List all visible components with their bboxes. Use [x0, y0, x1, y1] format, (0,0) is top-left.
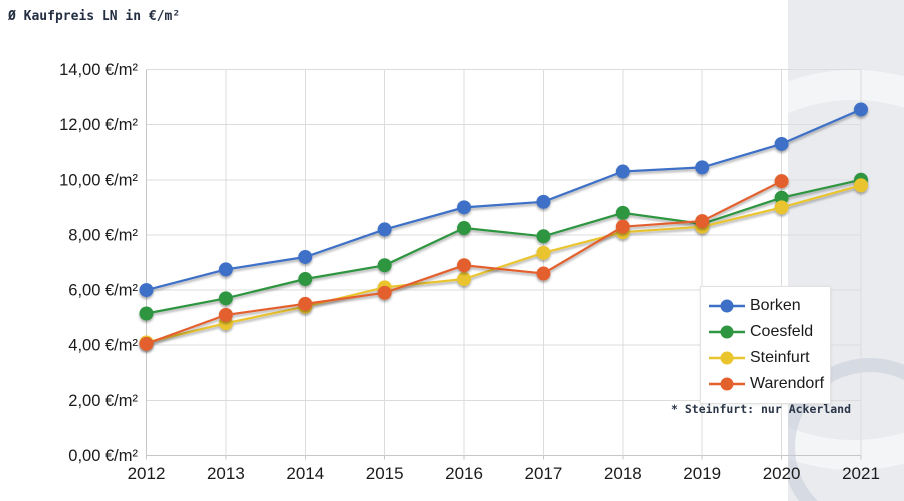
footnote: * Steinfurt: nur Ackerland: [671, 402, 852, 416]
data-point-coesfeld-2012: [139, 306, 154, 321]
data-point-borken-2014: [298, 249, 313, 264]
legend-item-warendorf: Warendorf: [707, 371, 825, 397]
x-axis-tick-label: 2014: [286, 464, 324, 483]
series-borken: [139, 102, 868, 298]
data-point-borken-2016: [457, 200, 472, 215]
x-axis-tick-label: 2016: [445, 464, 483, 483]
x-axis-tick-label: 2015: [366, 464, 404, 483]
data-point-warendorf-2018: [615, 219, 630, 234]
data-point-warendorf-2017: [536, 266, 551, 281]
data-point-coesfeld-2020: [774, 190, 789, 205]
data-point-warendorf-2012: [139, 336, 154, 351]
data-point-steinfurt-2020: [774, 200, 789, 215]
x-axis-tick-label: 2019: [683, 464, 721, 483]
y-axis-tick-label: 2,00 €/m²: [68, 392, 138, 410]
data-point-warendorf-2015: [377, 285, 392, 300]
data-point-coesfeld-2015: [377, 258, 392, 273]
x-axis-tick-label: 2013: [207, 464, 245, 483]
x-axis-tick-label: 2018: [604, 464, 642, 483]
y-axis-labels: 0,00 €/m² 2,00 €/m² 4,00 €/m² 6,00 €/m² 8,00…: [59, 61, 138, 465]
y-axis-tick-label: 12,00 €/m²: [59, 116, 138, 134]
legend-label: Borken: [750, 297, 801, 314]
data-point-warendorf-2016: [457, 258, 472, 273]
legend-item-borken: Borken: [707, 293, 822, 319]
x-axis-labels: 2012 2013 2014 2015 2016 2017 2018 2019 2020 2021: [128, 464, 880, 483]
x-axis-tick-label: 2017: [525, 464, 563, 483]
series-warendorf: [139, 174, 789, 351]
data-point-warendorf-2020: [774, 174, 789, 189]
legend-marker-icon: [709, 351, 745, 365]
data-point-steinfurt-2021: [854, 178, 868, 193]
data-point-warendorf-2014: [298, 296, 313, 311]
y-axis-tick-label: 10,00 €/m²: [59, 171, 138, 189]
legend-marker-icon: [709, 377, 745, 391]
legend-label: Warendorf: [750, 375, 825, 392]
data-point-coesfeld-2016: [457, 221, 472, 236]
data-point-coesfeld-2017: [536, 229, 551, 244]
chart-title: Ø Kaufpreis LN in €/m²: [8, 9, 181, 24]
data-point-warendorf-2013: [218, 307, 233, 322]
data-point-steinfurt-2017: [536, 245, 551, 260]
y-axis-tick-label: 4,00 €/m²: [68, 337, 138, 355]
x-axis-tick-label: 2020: [763, 464, 801, 483]
data-point-steinfurt-2016: [457, 272, 472, 287]
legend-label: Steinfurt: [750, 349, 810, 366]
data-point-borken-2012: [139, 283, 154, 298]
data-point-borken-2019: [695, 160, 710, 175]
legend-label: Coesfeld: [750, 323, 814, 340]
legend: Borken Coesfeld Steinfurt Warendorf: [700, 286, 831, 404]
data-point-coesfeld-2014: [298, 272, 313, 287]
x-axis-tick-label: 2021: [842, 464, 880, 483]
legend-marker-icon: [709, 325, 745, 339]
legend-item-coesfeld: Coesfeld: [707, 319, 822, 345]
y-axis-tick-label: 8,00 €/m²: [68, 226, 138, 244]
y-axis-tick-label: 0,00 €/m²: [68, 447, 138, 465]
data-point-borken-2017: [536, 194, 551, 209]
data-point-coesfeld-2018: [615, 205, 630, 220]
data-point-borken-2021: [854, 102, 868, 117]
data-point-warendorf-2019: [695, 214, 710, 229]
data-point-borken-2018: [615, 164, 630, 179]
y-axis-tick-label: 6,00 €/m²: [68, 282, 138, 300]
y-axis-tick-label: 14,00 €/m²: [59, 61, 138, 79]
legend-item-steinfurt: Steinfurt: [707, 345, 822, 371]
data-point-coesfeld-2013: [218, 291, 233, 306]
x-axis-tick-label: 2012: [128, 464, 166, 483]
data-point-borken-2013: [218, 262, 233, 277]
legend-marker-icon: [709, 299, 745, 313]
data-point-borken-2020: [774, 136, 789, 151]
data-point-borken-2015: [377, 222, 392, 237]
